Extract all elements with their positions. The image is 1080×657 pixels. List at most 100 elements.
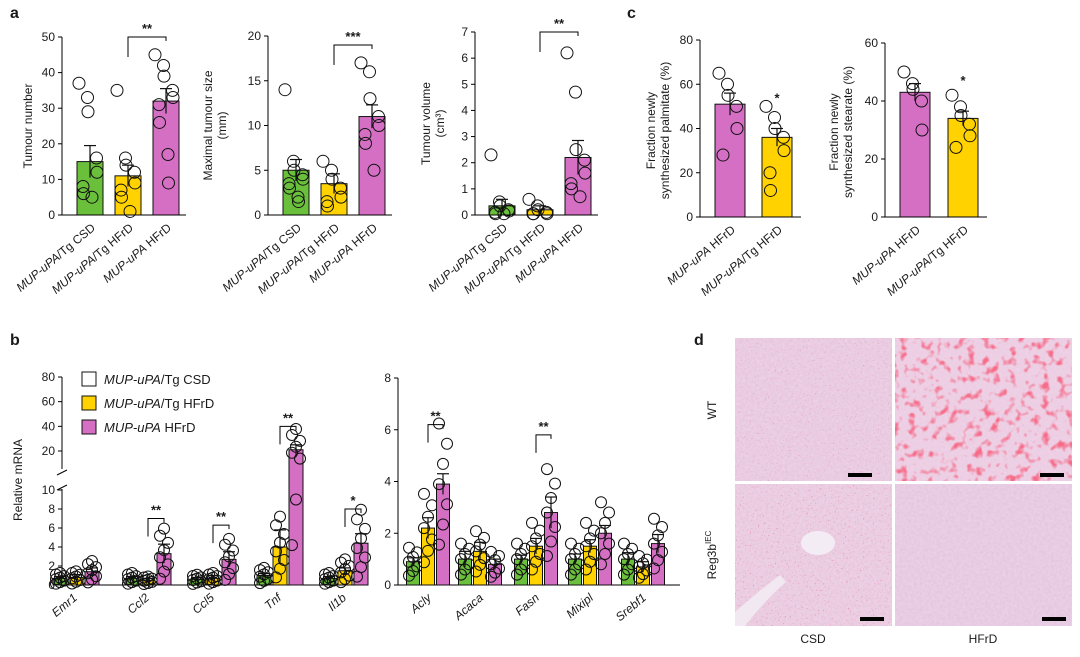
significance-bracket (427, 424, 444, 443)
bar-point (403, 569, 415, 582)
bar-point (219, 538, 231, 551)
y-tick-label: 6 (384, 423, 391, 437)
bar-point (166, 91, 180, 105)
bar-point (334, 181, 347, 195)
bar-point (522, 192, 536, 206)
bar-point (474, 538, 486, 551)
bar-point (335, 566, 347, 579)
bar-point (564, 177, 578, 191)
significance-bracket (212, 524, 230, 544)
y-tick-label: 0 (871, 210, 878, 224)
x-category-label: MUP-uPA/Tg HFrD (698, 222, 785, 298)
legend: MUP-uPA/Tg CSD MUP-uPA/Tg HFrD MUP-uPA HFr… (81, 371, 214, 435)
significance-label: ** (554, 16, 565, 31)
bar-point (207, 567, 219, 580)
bar-point (294, 434, 306, 447)
bar-point (712, 66, 726, 80)
y-tick-label: 4 (48, 540, 55, 554)
y-tick-label: 60 (42, 395, 56, 409)
y-axis-title: Tumour volume(cm³) (419, 82, 447, 165)
bar-point (531, 199, 544, 213)
bar-point (569, 143, 583, 157)
gene-label: Mixipl (563, 590, 596, 621)
bar-point (287, 163, 301, 177)
bar-point (599, 547, 611, 560)
y-tick-label: 0 (254, 208, 261, 222)
legend-swatch (81, 419, 97, 435)
bar-point (128, 176, 142, 190)
bar-point (470, 565, 482, 578)
y-tick-label: 10 (42, 172, 56, 186)
bar-point (359, 136, 372, 150)
bar-point (411, 546, 423, 559)
bar-point (455, 537, 467, 550)
bar-point (287, 154, 300, 168)
bar-point (195, 571, 207, 584)
bar-point (530, 532, 542, 545)
x-category-label: MUP-uPA HFrD (306, 220, 380, 285)
y-tick-label: 20 (42, 444, 56, 458)
chart-stearate: 0 20 40 60 Fraction newlysynthesized stearat… (827, 36, 987, 299)
bar (152, 100, 180, 216)
bar-point (489, 554, 501, 567)
bar-point (656, 521, 668, 534)
bar-point (274, 510, 286, 523)
bar-point (485, 545, 497, 558)
bar-point (963, 129, 977, 143)
bar-point (85, 190, 99, 204)
bar-point (270, 519, 282, 532)
bar-point (906, 82, 920, 96)
bar-point (759, 99, 773, 113)
bar-point (584, 555, 596, 568)
bar-point (223, 532, 235, 545)
significance-label: * (774, 91, 780, 106)
bar-point (721, 77, 734, 91)
bar-point (569, 85, 582, 99)
bar-point (81, 105, 95, 119)
bar-point (166, 83, 179, 97)
bar-point (114, 183, 128, 197)
bar-point (110, 83, 124, 97)
col-label-hfrd: HFrD (969, 632, 998, 646)
bar-point (119, 158, 133, 172)
bar-point (296, 168, 309, 182)
bar-point (541, 550, 553, 563)
bar-point (599, 516, 611, 529)
histology-wt-hfrd (895, 338, 1072, 481)
y-tick-label: 0 (48, 208, 55, 222)
bar-point (595, 558, 607, 571)
bar-point (292, 195, 305, 209)
bar-point (526, 540, 538, 553)
bar-point (294, 452, 306, 465)
bar-point (545, 535, 557, 548)
legend-label: MUP-uPA/Tg HFrD (104, 396, 214, 411)
bar-point (470, 545, 482, 558)
bar-point (283, 181, 296, 195)
significance-bracket (333, 44, 373, 65)
bar-point (560, 46, 574, 60)
bar-point (945, 88, 959, 102)
bar-point (652, 529, 664, 542)
bar-point (764, 183, 777, 197)
significance-label: ** (538, 419, 549, 434)
y-tick-label: 15 (248, 74, 262, 88)
bar-point (325, 172, 339, 186)
bar-point (618, 537, 630, 550)
y-axis-title: Fraction newlysynthesized palmitate (%) (644, 62, 672, 199)
y-tick-label: 5 (461, 77, 468, 91)
scale-bar (1042, 617, 1066, 621)
y-tick-label: 40 (865, 94, 879, 108)
bar-point (478, 531, 490, 544)
y-tick-label: 6 (461, 51, 468, 65)
bar-point (142, 570, 154, 583)
bar-point (580, 563, 592, 576)
bar-point (82, 558, 94, 571)
bar-point (721, 88, 735, 102)
bar-point (323, 567, 335, 580)
bar-point (158, 544, 170, 557)
y-tick-label: 40 (42, 66, 56, 80)
bar-point (915, 123, 929, 137)
y-tick-label: 80 (680, 33, 694, 47)
